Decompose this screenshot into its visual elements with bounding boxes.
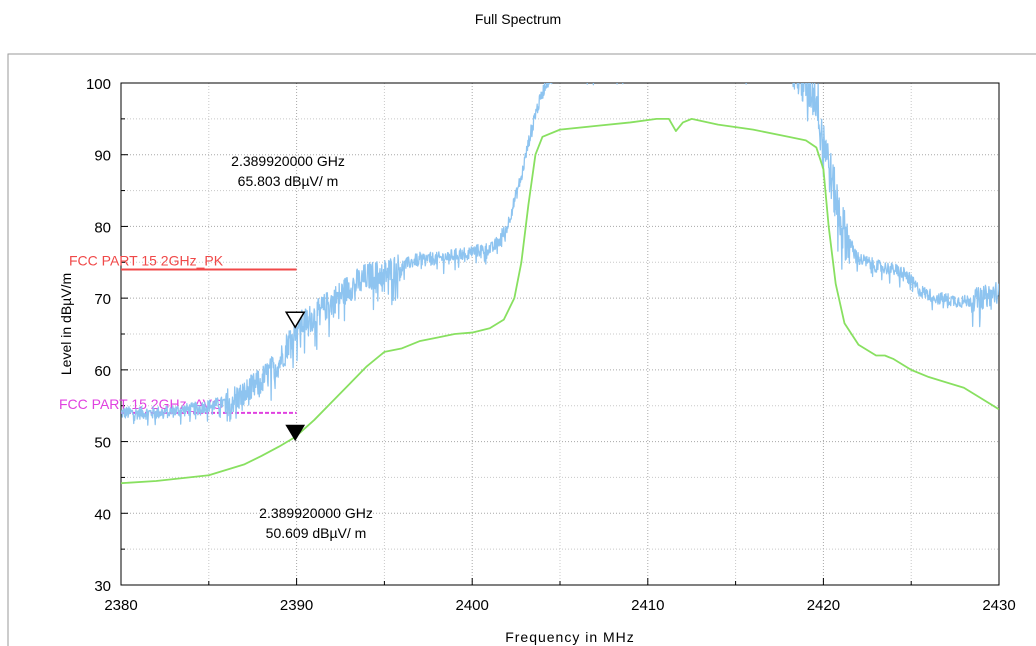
markers: 2.389920000 GHz 65.803 dBµV/ m 2.389920000… — [231, 153, 373, 541]
limit-label: FCC PART 15 2GHz_PK — [69, 252, 224, 268]
y-tick-labels: 100 90 80 70 60 50 40 30 — [86, 76, 111, 595]
x-tick-label: 2420 — [807, 597, 840, 614]
x-tick-labels: 2380 2390 2400 2410 2420 2430 — [104, 597, 1015, 614]
x-tick-label: 2410 — [631, 597, 664, 614]
marker-filled-icon — [285, 424, 306, 442]
y-tick-label: 80 — [94, 219, 111, 236]
y-tick-label: 70 — [94, 291, 111, 308]
y-tick-label: 50 — [94, 435, 111, 452]
chart-title: Full Spectrum — [475, 11, 561, 27]
series-line — [121, 83, 999, 426]
x-tick-label: 2390 — [280, 597, 313, 614]
y-tick-label: 40 — [94, 506, 111, 523]
x-axis-label: Frequency in MHz — [505, 629, 635, 645]
outer-frame — [7, 53, 1036, 646]
y-tick-label: 60 — [94, 363, 111, 380]
y-tick-label: 90 — [94, 148, 111, 165]
series — [121, 83, 999, 485]
axes — [120, 82, 1000, 586]
marker-frequency: 2.389920000 GHz — [259, 505, 373, 521]
y-tick-label: 100 — [86, 76, 111, 93]
x-tick-label: 2400 — [456, 597, 489, 614]
y-axis-label: Level in dBµV/m — [58, 273, 74, 375]
x-tick-label: 2380 — [104, 597, 137, 614]
series-line — [121, 117, 999, 485]
grid — [121, 83, 999, 585]
marker-level: 50.609 dBµV/ m — [266, 525, 367, 541]
marker-frequency: 2.389920000 GHz — [231, 153, 345, 169]
marker-open-icon — [284, 311, 306, 329]
y-tick-label: 30 — [94, 578, 111, 595]
marker-level: 65.803 dBµV/ m — [238, 173, 339, 189]
x-tick-label: 2430 — [982, 597, 1015, 614]
